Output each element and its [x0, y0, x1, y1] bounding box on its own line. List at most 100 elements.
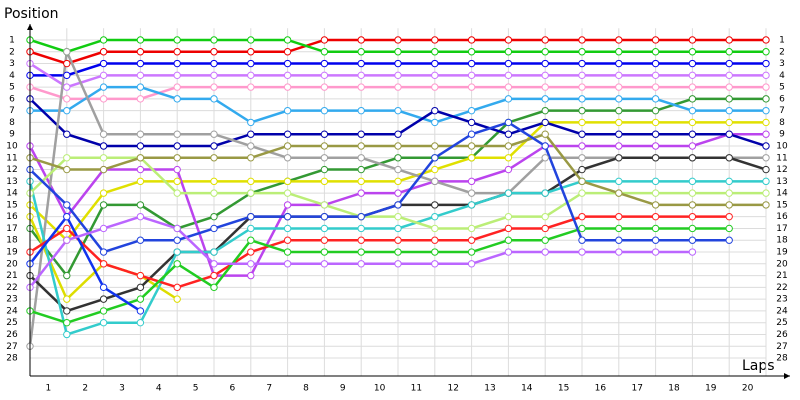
- lap-marker: [173, 83, 181, 91]
- lap-marker: [394, 71, 402, 80]
- lap-marker: [725, 154, 733, 162]
- lap-marker: [320, 201, 329, 209]
- lap-marker: [63, 307, 71, 315]
- lap-marker: [615, 83, 623, 91]
- lap-marker: [578, 95, 586, 103]
- lap-marker: [357, 142, 365, 150]
- lap-marker: [283, 48, 292, 56]
- y-tick-label-right: 9: [779, 130, 785, 140]
- lap-marker: [725, 59, 733, 68]
- lap-marker: [651, 189, 660, 197]
- y-tick-label: 20: [6, 259, 18, 269]
- lap-marker: [504, 165, 513, 174]
- series-line: [29, 215, 730, 289]
- y-tick-label-right: 13: [776, 177, 787, 187]
- lap-marker: [210, 212, 218, 221]
- lap-marker: [357, 71, 365, 80]
- lap-marker: [541, 189, 549, 197]
- lap-marker: [504, 189, 513, 197]
- x-tick-label: 14: [521, 384, 533, 394]
- lap-marker: [578, 36, 586, 44]
- lap-marker: [283, 201, 292, 209]
- y-tick-label: 3: [9, 59, 15, 69]
- lap-marker: [762, 154, 770, 162]
- lap-marker: [357, 154, 365, 162]
- lap-marker: [63, 154, 71, 162]
- y-tick-label: 17: [6, 224, 17, 234]
- lap-marker: [173, 95, 181, 103]
- lap-marker: [210, 248, 218, 256]
- lap-marker: [688, 118, 697, 127]
- lap-marker: [136, 177, 145, 186]
- lap-marker: [467, 130, 476, 138]
- lap-marker: [210, 271, 218, 280]
- y-tick-label-right: 24: [776, 306, 788, 316]
- lap-marker: [247, 224, 255, 233]
- lap-marker: [467, 59, 476, 68]
- y-tick-label-right: 14: [776, 189, 788, 199]
- lap-marker: [99, 36, 108, 44]
- lap-marker: [688, 59, 697, 68]
- lap-marker: [467, 189, 476, 197]
- lap-marker: [247, 142, 255, 150]
- lap-marker: [431, 142, 439, 150]
- lap-marker: [467, 248, 476, 256]
- x-tick-label: 13: [484, 384, 495, 394]
- lap-marker: [357, 83, 365, 91]
- lap-marker: [210, 36, 218, 44]
- lap-marker: [99, 130, 108, 138]
- lap-marker: [431, 260, 439, 268]
- lap-marker: [357, 106, 365, 115]
- lap-marker: [210, 71, 218, 80]
- lap-marker: [725, 95, 733, 103]
- lap-marker: [63, 71, 71, 80]
- y-tick-label: 21: [6, 271, 17, 281]
- lap-marker: [431, 154, 439, 162]
- lap-marker: [283, 189, 292, 197]
- y-tick-label-right: 22: [776, 283, 787, 293]
- lap-marker: [394, 130, 402, 138]
- y-tick-label: 25: [6, 318, 17, 328]
- lap-marker: [394, 59, 402, 68]
- lap-marker: [357, 48, 365, 56]
- lap-marker: [283, 83, 292, 91]
- lap-marker: [136, 212, 145, 221]
- lap-marker: [431, 236, 439, 244]
- lap-marker: [431, 212, 439, 221]
- lap-marker: [578, 189, 586, 197]
- lap-marker: [247, 83, 255, 91]
- lap-marker: [136, 165, 145, 174]
- y-tick-label: 18: [6, 236, 18, 246]
- lap-marker: [651, 95, 660, 103]
- lap-marker: [615, 224, 623, 233]
- lap-marker: [320, 154, 329, 162]
- lap-marker: [210, 189, 218, 197]
- lap-marker: [394, 83, 402, 91]
- lap-marker: [210, 83, 218, 91]
- lap-marker: [762, 201, 770, 209]
- series-line: [29, 121, 730, 254]
- lap-marker: [504, 48, 513, 56]
- lap-marker: [615, 212, 623, 221]
- lap-marker: [467, 260, 476, 268]
- lap-marker: [725, 189, 733, 197]
- lap-marker: [136, 201, 145, 209]
- lap-marker: [467, 177, 476, 186]
- lap-marker: [173, 130, 181, 138]
- lap-marker: [504, 36, 513, 44]
- lap-marker: [688, 212, 697, 221]
- lap-marker: [320, 130, 329, 138]
- lap-marker: [210, 260, 218, 268]
- y-tick-label-right: 6: [779, 94, 785, 104]
- lap-marker: [173, 48, 181, 56]
- lap-marker: [578, 59, 586, 68]
- x-tick-label: 12: [447, 384, 458, 394]
- y-tick-label-right: 10: [776, 141, 788, 151]
- y-tick-label-right: 28: [776, 354, 788, 364]
- lap-marker: [394, 260, 402, 268]
- lap-marker: [210, 142, 218, 150]
- lap-marker: [431, 248, 439, 256]
- y-tick-label-right: 5: [779, 83, 785, 93]
- lap-marker: [725, 71, 733, 80]
- lap-marker: [504, 142, 513, 150]
